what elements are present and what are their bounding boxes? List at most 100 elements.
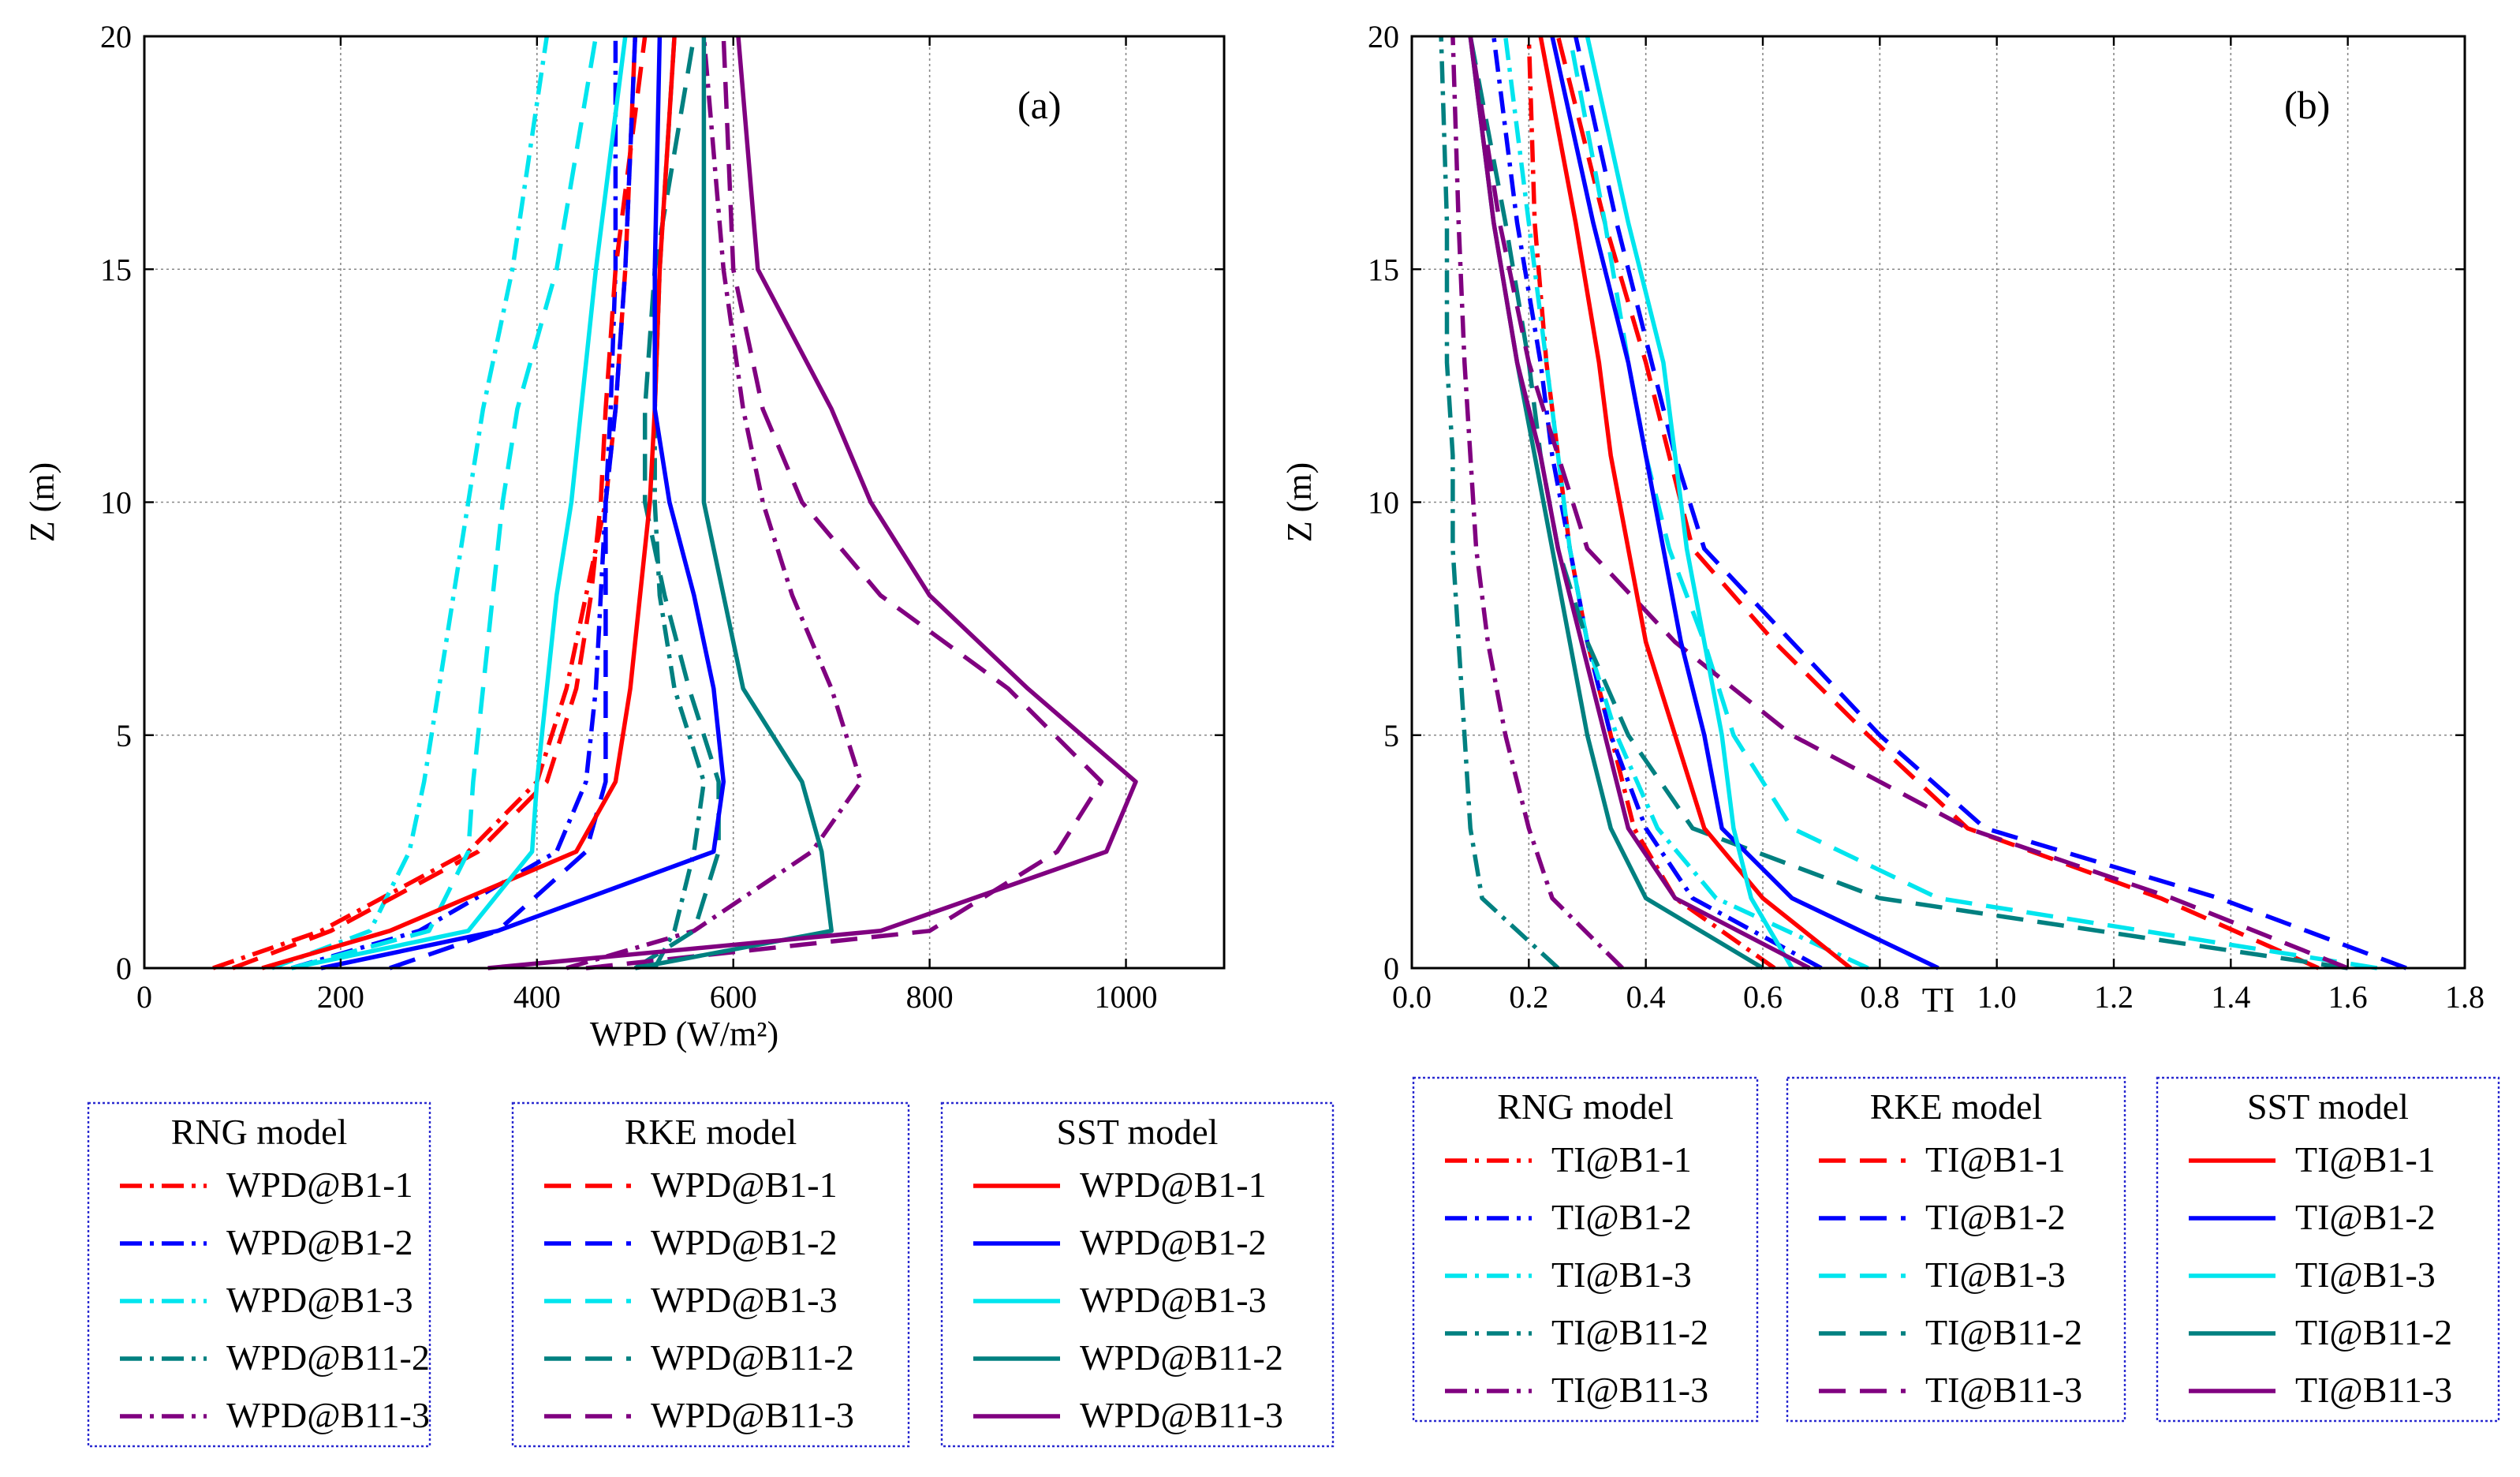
x-tick-label: 200: [317, 979, 364, 1015]
legend-entry-label: TI@B1-3: [1551, 1255, 1692, 1295]
series-sst-wpd-b1-2: [320, 36, 726, 970]
legend-entry-label: TI@B1-2: [1551, 1197, 1692, 1237]
x-tick-label: 0.0: [1392, 979, 1432, 1015]
legend-entry-label: WPD@B11-2: [1080, 1337, 1283, 1378]
legend-entry-label: TI@B11-3: [1925, 1370, 2082, 1410]
legend-entry-label: WPD@B11-3: [1080, 1395, 1283, 1435]
series-sst-wpd-b11-3: [487, 36, 1138, 970]
series-sst-wpd-b1-3: [291, 36, 628, 970]
y-tick-label: 20: [100, 19, 132, 54]
series-sst-wpd-b1-1: [261, 36, 677, 970]
x-tick-label: 0.4: [1626, 979, 1666, 1015]
legend-entry-label: WPD@B1-3: [1080, 1280, 1267, 1320]
legend-entry-label: TI@B1-3: [2295, 1255, 2436, 1295]
series-rke-ti-b1-1: [1555, 36, 2320, 970]
x-tick-label: 0.6: [1743, 979, 1783, 1015]
legend-entry-label: WPD@B11-3: [226, 1395, 430, 1435]
x-tick-label: 1.2: [2094, 979, 2134, 1015]
x-tick-label: 0.8: [1860, 979, 1899, 1015]
legend-title: RNG model: [171, 1112, 348, 1152]
series-sst-wpd-b11-2: [634, 36, 834, 970]
legend-entry-label: WPD@B1-3: [226, 1280, 413, 1320]
legend-box-rke: [511, 1101, 910, 1448]
series-rke-wpd-b1-3: [290, 36, 599, 970]
legend-box-sst: [940, 1101, 1335, 1448]
series-rke-wpd-b1-1: [232, 36, 648, 970]
legend-entry-label: TI@B1-1: [2295, 1139, 2436, 1180]
legend-box-rng: [87, 1101, 431, 1448]
panel-a-grid: [144, 36, 1224, 968]
series-rng-wpd-b1-1: [212, 36, 638, 970]
legend-entry-label: WPD@B1-2: [651, 1222, 838, 1262]
series-rng-wpd-b11-3: [566, 36, 864, 970]
panel-a-label: (a): [1017, 83, 1062, 127]
legend-entry-label: WPD@B1-2: [226, 1222, 413, 1262]
legend-entry-label: TI@B11-2: [1925, 1312, 2082, 1352]
y-tick-label: 10: [1368, 485, 1399, 521]
series-rke-ti-b11-2: [1468, 36, 2349, 970]
panel-a-ticks: 0 200 400 600 800 1000 0 5 10 15 20: [100, 19, 1224, 1015]
x-tick-label: 1.8: [2445, 979, 2485, 1015]
x-tick-label: 1.6: [2328, 979, 2368, 1015]
x-tick-label: 1.4: [2211, 979, 2250, 1015]
x-tick-label: 0: [136, 979, 152, 1015]
legend-box-rke: [1786, 1076, 2126, 1423]
panel-a-x-axis-title: WPD (W/m²): [590, 1015, 778, 1053]
panel-a-wpd-chart: 0 200 400 600 800 1000 0 5 10 15 20 (a) WPD (W/m²)…: [23, 19, 1335, 1448]
panel-a-series: [212, 36, 1138, 970]
legend-entry-label: WPD@B11-2: [651, 1337, 854, 1378]
y-tick-label: 15: [1368, 252, 1399, 287]
series-sst-ti-b1-3: [1585, 36, 1794, 970]
legend-title: RNG model: [1497, 1086, 1674, 1127]
panel-a-legends: RNG model WPD@B1-1 WPD@B1-2 WPD@B1-3 WPD@B11…: [87, 1101, 1335, 1448]
panel-b-grid: [1412, 36, 2465, 968]
y-tick-label: 20: [1368, 19, 1399, 54]
legend-box-rng: [1412, 1076, 1759, 1423]
legend-entry-label: WPD@B1-1: [651, 1165, 838, 1205]
legend-entry-label: TI@B1-2: [1925, 1197, 2066, 1237]
legend-title: SST model: [2247, 1086, 2409, 1127]
legend-entry-label: WPD@B1-1: [1080, 1165, 1267, 1205]
legend-entry-label: TI@B11-3: [2295, 1370, 2452, 1410]
legend-entry-label: WPD@B1-1: [226, 1165, 413, 1205]
y-tick-label: 5: [1383, 718, 1399, 753]
legend-entry-label: WPD@B11-3: [651, 1395, 854, 1435]
series-rke-wpd-b1-2: [389, 36, 638, 970]
panel-b-label: (b): [2284, 83, 2330, 127]
x-tick-label: 600: [710, 979, 757, 1015]
series-rke-ti-b11-3: [1468, 36, 2349, 970]
legend-entry-label: TI@B1-1: [1925, 1139, 2066, 1180]
panel-b-series: [1439, 36, 2407, 970]
panel-b-y-axis-title: Z (m): [1280, 462, 1319, 542]
series-rng-ti-b1-3: [1503, 36, 1869, 970]
legend-entry-label: WPD@B1-2: [1080, 1222, 1267, 1262]
legend-title: RKE model: [625, 1112, 797, 1152]
y-tick-label: 0: [1383, 951, 1399, 986]
legend-entry-label: WPD@B1-3: [651, 1280, 838, 1320]
legend-title: SST model: [1057, 1112, 1219, 1152]
legend-entry-label: TI@B1-2: [2295, 1197, 2436, 1237]
series-rng-ti-b11-3: [1450, 36, 1624, 970]
panel-b-legends: RNG model TI@B1-1 TI@B1-2 TI@B1-3 TI@B11-2 TI…: [1412, 1076, 2500, 1423]
y-tick-label: 5: [116, 718, 132, 753]
x-tick-label: 0.2: [1509, 979, 1548, 1015]
series-sst-ti-b1-1: [1538, 36, 1853, 970]
y-tick-label: 15: [100, 252, 132, 287]
legend-title: RKE model: [1870, 1086, 2042, 1127]
legend-entry-label: TI@B1-3: [1925, 1255, 2066, 1295]
x-tick-label: 1000: [1095, 979, 1158, 1015]
legend-entry-label: TI@B11-2: [2295, 1312, 2452, 1352]
legend-entry-label: TI@B1-1: [1551, 1139, 1692, 1180]
panel-b-ticks: 0.0 0.2 0.4 0.6 0.8 1.0 1.2 1.4 1.6 1.8 0 5 10 15 20: [1368, 19, 2485, 1015]
legend-entry-label: TI@B11-2: [1551, 1312, 1708, 1352]
series-sst-ti-b1-2: [1550, 36, 1939, 970]
panel-b-ti-chart: 0.0 0.2 0.4 0.6 0.8 1.0 1.2 1.4 1.6 1.8 0 5 10 15 20 (…: [1280, 19, 2500, 1423]
series-rke-ti-b1-3: [1567, 36, 2378, 970]
y-tick-label: 10: [100, 485, 132, 521]
series-rng-ti-b11-2: [1439, 36, 1560, 970]
legend-entry-label: TI@B11-3: [1551, 1370, 1708, 1410]
legend-entry-label: WPD@B11-2: [226, 1337, 430, 1378]
panel-a-y-axis-title: Z (m): [23, 462, 62, 542]
legend-box-sst: [2156, 1076, 2500, 1423]
